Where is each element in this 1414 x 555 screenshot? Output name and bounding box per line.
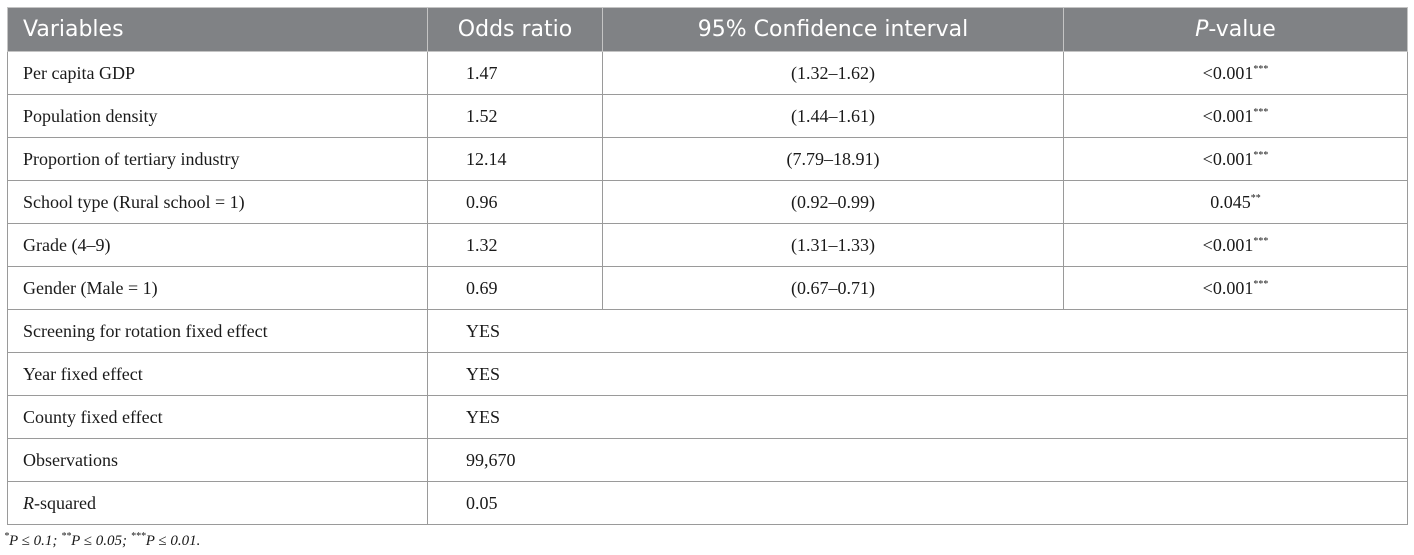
footnote-text-3: P ≤ 0.01. (145, 533, 201, 549)
footnote-star-2: ** (61, 531, 72, 542)
regression-table-container: Variables Odds ratio 95% Confidence inte… (7, 7, 1408, 525)
row-variable: School type (Rural school = 1) (7, 180, 428, 224)
row-variable: Proportion of tertiary industry (7, 137, 428, 181)
row-ci: (1.31–1.33) (602, 223, 1064, 267)
row-odds-ratio: 1.52 (427, 94, 603, 138)
table-row: School type (Rural school = 1) 0.96 (0.9… (7, 180, 1408, 224)
significance-stars: *** (1253, 149, 1269, 161)
row-ci: (1.44–1.61) (602, 94, 1064, 138)
table-row: Proportion of tertiary industry 12.14 (7… (7, 137, 1408, 181)
row-p-value: <0.001*** (1063, 51, 1408, 95)
table-row: Gender (Male = 1) 0.69 (0.67–0.71) <0.00… (7, 266, 1408, 310)
row-p-value: 0.045** (1063, 180, 1408, 224)
row-variable: Grade (4–9) (7, 223, 428, 267)
row-variable: Population density (7, 94, 428, 138)
p-value-text: <0.001 (1202, 105, 1254, 126)
row-ci: (0.92–0.99) (602, 180, 1064, 224)
footnote-star-3: *** (130, 531, 146, 542)
footnote-text-2: P ≤ 0.05; (71, 533, 131, 549)
p-value-text: <0.001 (1202, 148, 1254, 169)
row-variable: Year fixed effect (7, 352, 428, 396)
footnote-star-1: * (4, 531, 9, 542)
row-value: YES (427, 309, 1408, 353)
row-variable: Screening for rotation fixed effect (7, 309, 428, 353)
row-ci: (0.67–0.71) (602, 266, 1064, 310)
row-p-value: <0.001*** (1063, 223, 1408, 267)
r-italic: R (23, 492, 34, 513)
table-row-fixed-effect: Year fixed effect YES (7, 352, 1408, 396)
header-confidence-interval: 95% Confidence interval (602, 7, 1064, 52)
table-row-observations: Observations 99,670 (7, 438, 1408, 482)
header-p-rest: -value (1208, 17, 1276, 42)
row-odds-ratio: 0.96 (427, 180, 603, 224)
significance-stars: ** (1250, 192, 1261, 204)
table-row-fixed-effect: County fixed effect YES (7, 395, 1408, 439)
row-odds-ratio: 12.14 (427, 137, 603, 181)
significance-stars: *** (1253, 106, 1269, 118)
header-variables: Variables (7, 7, 428, 52)
row-odds-ratio: 1.32 (427, 223, 603, 267)
row-p-value: <0.001*** (1063, 266, 1408, 310)
p-value-text: <0.001 (1202, 62, 1254, 83)
row-p-value: <0.001*** (1063, 137, 1408, 181)
row-value: 0.05 (427, 481, 1408, 525)
row-value: 99,670 (427, 438, 1408, 482)
table-header-row: Variables Odds ratio 95% Confidence inte… (7, 7, 1408, 52)
row-ci: (7.79–18.91) (602, 137, 1064, 181)
table-row-r-squared: R-squared 0.05 (7, 481, 1408, 525)
table-row: Per capita GDP 1.47 (1.32–1.62) <0.001**… (7, 51, 1408, 95)
regression-table: Variables Odds ratio 95% Confidence inte… (7, 7, 1408, 525)
r-rest: -squared (34, 492, 96, 513)
significance-stars: *** (1253, 235, 1269, 247)
table-row: Grade (4–9) 1.32 (1.31–1.33) <0.001*** (7, 223, 1408, 267)
row-p-value: <0.001*** (1063, 94, 1408, 138)
row-variable: Observations (7, 438, 428, 482)
p-value-text: 0.045 (1210, 191, 1251, 212)
row-variable: Gender (Male = 1) (7, 266, 428, 310)
row-value: YES (427, 352, 1408, 396)
table-row: Population density 1.52 (1.44–1.61) <0.0… (7, 94, 1408, 138)
header-p-italic: P (1195, 17, 1209, 42)
header-odds-ratio: Odds ratio (427, 7, 603, 52)
row-value: YES (427, 395, 1408, 439)
row-ci: (1.32–1.62) (602, 51, 1064, 95)
significance-stars: *** (1253, 278, 1269, 290)
row-variable: County fixed effect (7, 395, 428, 439)
significance-stars: *** (1253, 63, 1269, 75)
row-odds-ratio: 0.69 (427, 266, 603, 310)
row-odds-ratio: 1.47 (427, 51, 603, 95)
p-value-text: <0.001 (1202, 277, 1254, 298)
p-value-text: <0.001 (1202, 234, 1254, 255)
footnote-text-1: P ≤ 0.1; (9, 533, 62, 549)
table-footnote: *P ≤ 0.1; **P ≤ 0.05; ***P ≤ 0.01. (4, 531, 200, 550)
table-row-fixed-effect: Screening for rotation fixed effect YES (7, 309, 1408, 353)
header-p-value: P-value (1063, 7, 1408, 52)
row-variable: Per capita GDP (7, 51, 428, 95)
row-variable: R-squared (7, 481, 428, 525)
